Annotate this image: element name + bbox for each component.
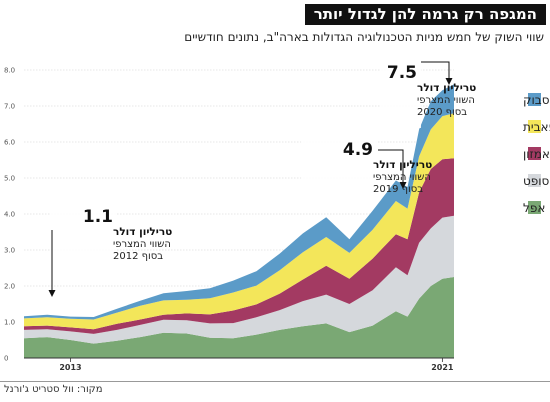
annotation-label: השווי המצרפי (113, 239, 171, 250)
area-series-microsoft (24, 215, 454, 344)
page-subtitle: שווי השוק של חמש מניות הטכנולוגיה הגדולו… (184, 30, 544, 44)
legend-label-microsoft: מיקרוסופט (523, 174, 550, 188)
annotation-unit: טריליון דולר (417, 82, 476, 94)
annotation-box (301, 139, 377, 205)
annotation-arrow (445, 78, 453, 85)
x-tick-label: 2021 (431, 363, 454, 372)
annotation-value: 7.5 (387, 63, 417, 83)
legend-label-amazon: אמזון (523, 147, 550, 161)
legend-swatch-microsoft (528, 174, 541, 187)
y-tick-label: 6.0 (4, 139, 15, 147)
axes: 0 1.0 2.0 3.0 4.0 5.0 6.0 7.0 8.0 2013 2021 (4, 67, 454, 372)
legend-label-facebook: פייסבוק (523, 93, 550, 107)
annotation-value: 4.9 (343, 140, 373, 160)
annotation-unit: טריליון דולר (113, 226, 172, 238)
chart-areas (24, 84, 454, 358)
legend-swatch-facebook (528, 93, 541, 106)
area-series-alphabet (24, 113, 454, 330)
y-tick-label: 5.0 (4, 175, 15, 183)
legend-label-apple: אפל (523, 201, 545, 215)
annotation-value: 1.1 (83, 207, 113, 227)
y-tick-label: 4.0 (4, 211, 15, 219)
annotation-box (381, 62, 421, 128)
annotation-arrow (399, 182, 407, 189)
legend-swatch-alphabet (528, 120, 541, 133)
legend-swatch-apple (528, 201, 541, 214)
annotation-label: השווי המצרפי (373, 172, 431, 183)
legend-swatch-amazon (528, 147, 541, 160)
area-series-amazon (24, 158, 454, 334)
y-tick-label: 7.0 (4, 103, 15, 111)
annotation-leader (421, 61, 450, 84)
y-tick-label: 8.0 (4, 67, 15, 75)
source-divider (0, 381, 550, 382)
annotation-label: השווי המצרפי (417, 95, 475, 106)
y-tick-label: 2.0 (4, 283, 15, 291)
annotation-date: בסוף 2019 (373, 184, 423, 195)
y-tick-label: 1.0 (4, 319, 15, 327)
y-tick-label: 0 (4, 355, 8, 363)
page-title: המגפה רק גרמה להן לגדול יותר (304, 4, 546, 25)
annotation-arrow (48, 290, 56, 297)
annotation-date: בסוף 2020 (417, 107, 467, 118)
annotation-box (51, 206, 117, 272)
legend: פייסבוק אלפאבית אמזון מיקרוסופט אפל (523, 93, 550, 215)
legend-label-alphabet: אלפאבית (523, 120, 550, 134)
y-tick-label: 3.0 (4, 247, 15, 255)
area-series-apple (24, 277, 454, 358)
annotation-date: בסוף 2012 (113, 251, 163, 262)
annotation-leader (378, 149, 404, 188)
source-note: מקור: וול סטריט ג'ורנל (4, 384, 103, 395)
x-tick-label: 2013 (59, 363, 81, 372)
